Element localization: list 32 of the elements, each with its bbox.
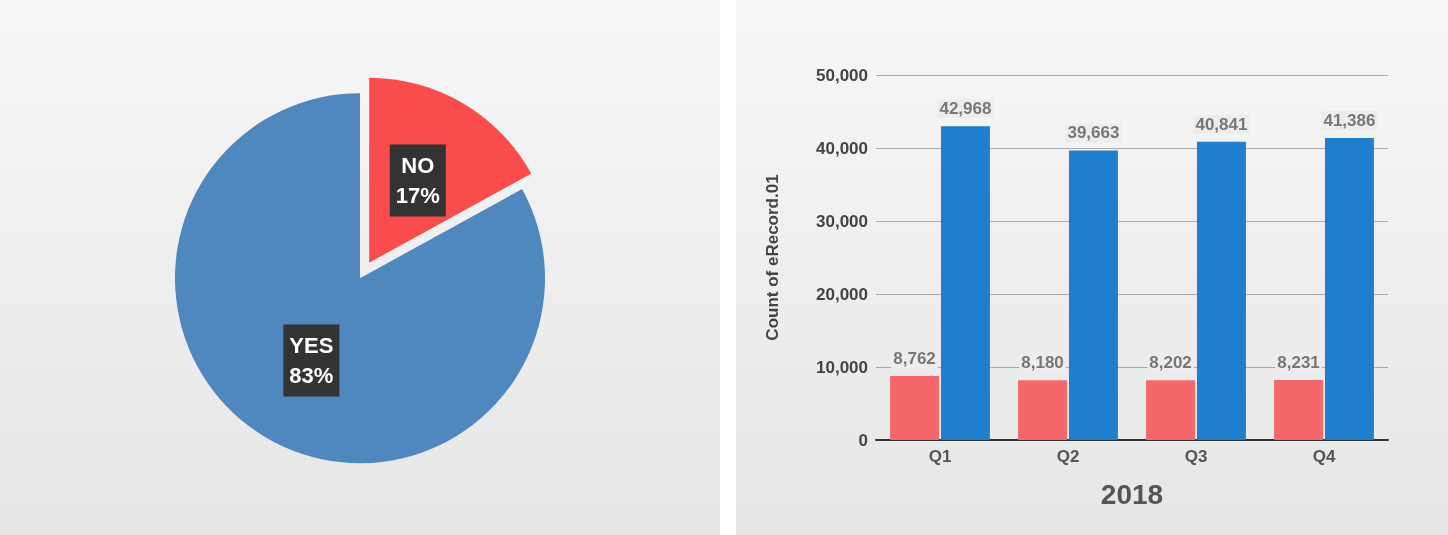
y-tick-label: 0 — [858, 430, 868, 450]
x-tick-label: Q1 — [928, 447, 952, 466]
x-tick-label: Q4 — [1312, 447, 1336, 466]
data-label: 41,386 — [1323, 110, 1376, 130]
bar — [1196, 141, 1246, 440]
x-tick-label: Q2 — [1056, 447, 1080, 466]
y-tick-label: 40,000 — [816, 138, 868, 158]
x-axis-title: 2018 — [1100, 478, 1164, 510]
bar — [890, 376, 940, 440]
bar — [1324, 137, 1374, 440]
slice-label: YES — [289, 332, 334, 358]
x-tick-label: Q3 — [1184, 447, 1208, 466]
y-tick-label: 20,000 — [816, 284, 868, 304]
data-label: 8,202 — [1149, 353, 1192, 373]
data-label: 40,841 — [1195, 114, 1248, 134]
y-tick-label: 50,000 — [816, 65, 868, 85]
bar — [1068, 150, 1118, 440]
data-label: 83% — [289, 362, 334, 388]
data-label: 8,180 — [1021, 353, 1064, 373]
bar — [940, 126, 990, 440]
slice-label: NO — [401, 153, 435, 179]
data-label: 17% — [395, 183, 440, 209]
data-label: 42,968 — [939, 99, 992, 119]
data-label: 8,762 — [893, 349, 936, 369]
y-tick-label: 10,000 — [816, 357, 868, 377]
y-tick-label: 30,000 — [816, 211, 868, 231]
bar — [1018, 380, 1068, 440]
y-axis-title: Count of eRecord.01 — [763, 174, 782, 341]
data-label: 8,231 — [1277, 352, 1320, 372]
bar — [1146, 380, 1196, 440]
bar — [1274, 379, 1324, 440]
data-label: 39,663 — [1067, 123, 1120, 143]
